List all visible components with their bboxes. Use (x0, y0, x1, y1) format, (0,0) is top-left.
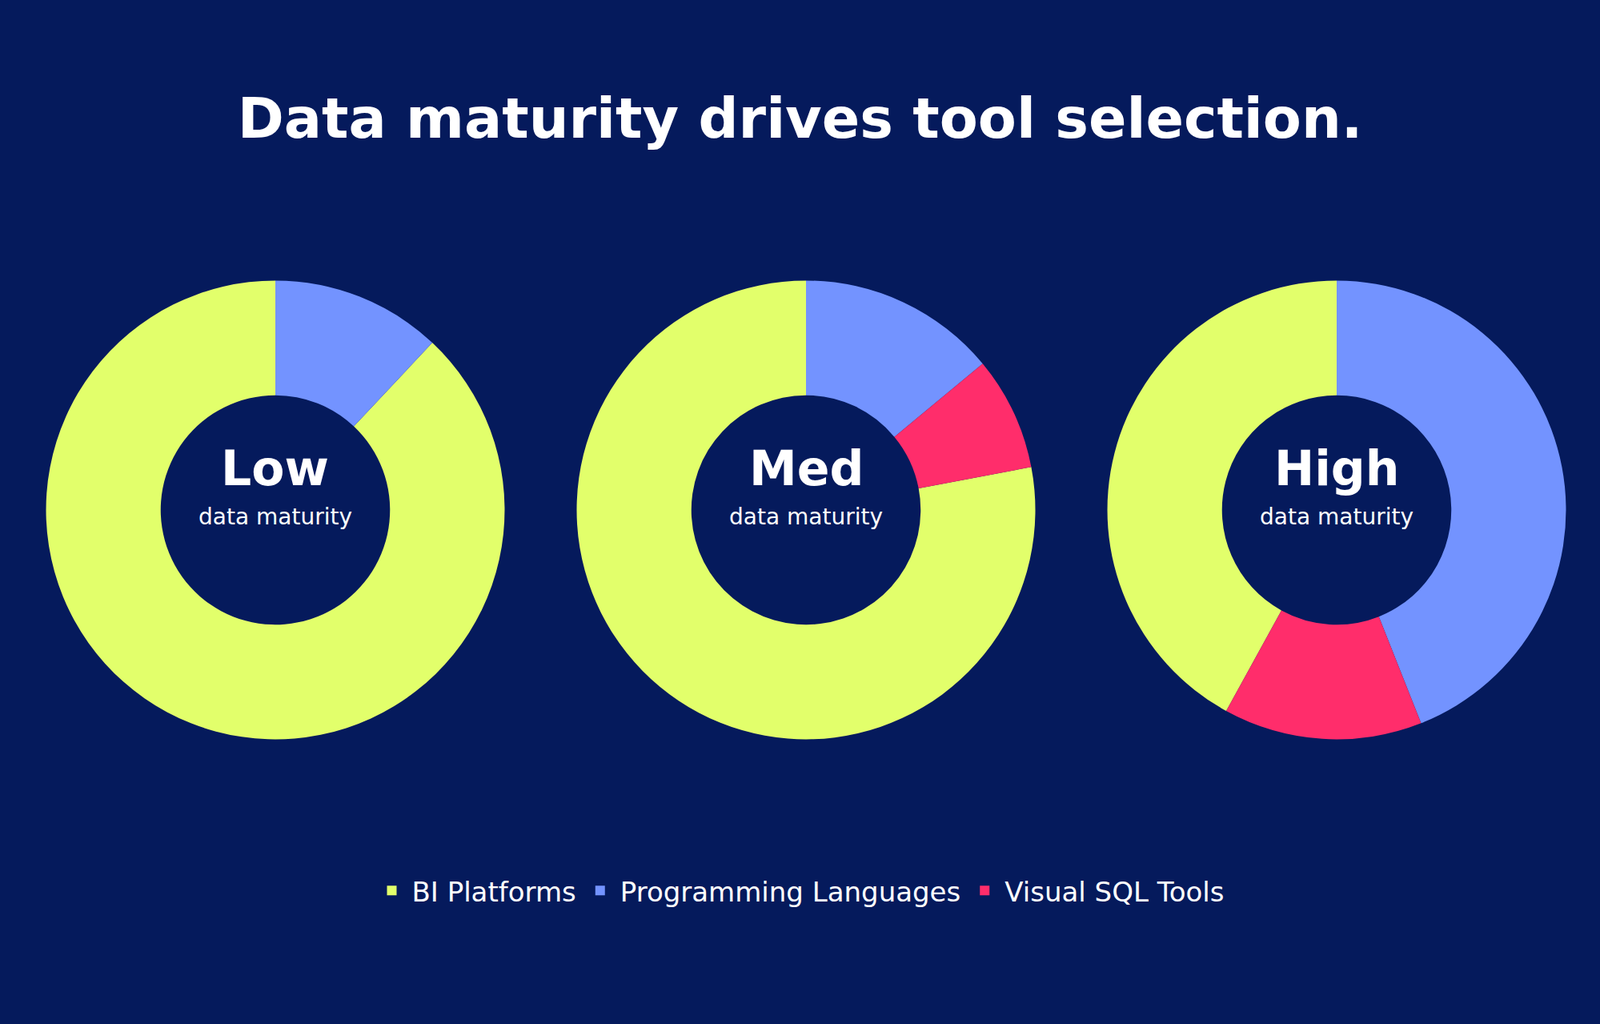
svg-text:data maturity: data maturity (729, 503, 883, 530)
svg-text:data maturity: data maturity (1259, 503, 1414, 530)
svg-text:Visual SQL Tools: Visual SQL Tools (1004, 875, 1224, 908)
svg-text:BI Platforms: BI Platforms (412, 875, 577, 908)
svg-text:Med: Med (749, 440, 864, 497)
svg-text:Low: Low (220, 440, 329, 497)
svg-text:Programming Languages: Programming Languages (620, 875, 961, 908)
svg-text:Data maturity drives tool sele: Data maturity drives tool selection. (237, 85, 1364, 152)
svg-text:data maturity: data maturity (198, 503, 353, 530)
svg-text:High: High (1274, 440, 1400, 497)
